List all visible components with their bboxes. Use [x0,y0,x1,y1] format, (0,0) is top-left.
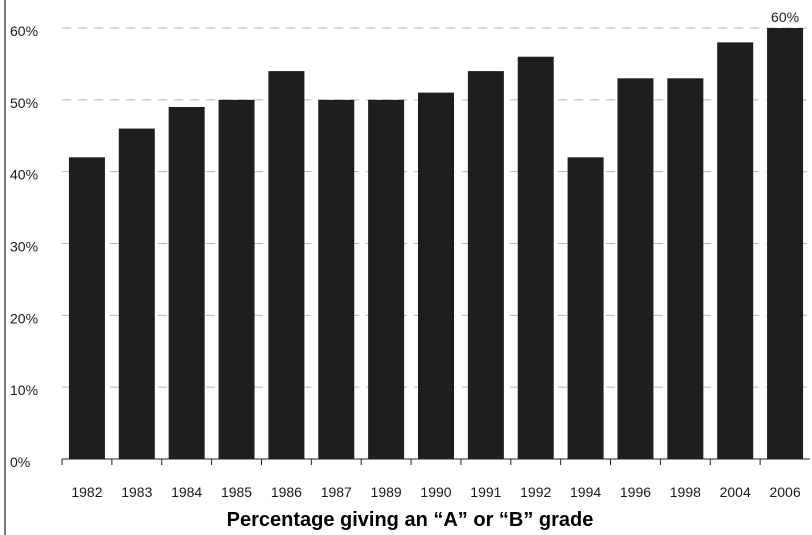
y-tick-label: 60% [10,23,38,39]
bar-1998 [667,78,704,460]
x-tick-label-1985: 1985 [221,484,252,500]
bar-1987 [318,99,355,459]
x-tick-label-1994: 1994 [570,484,601,500]
y-tick-label: 30% [10,239,38,255]
y-tick-label: 0% [10,454,30,470]
x-tick-label-1996: 1996 [620,484,651,500]
y-tick-label: 50% [10,95,38,111]
x-tick-label-1986: 1986 [271,484,302,500]
x-tick-label-1982: 1982 [71,484,102,500]
y-tick-label: 40% [10,167,38,183]
y-axis-tick-labels: 0% 10% 20% 30% 40% 50% 60% [10,23,38,470]
x-tick-label-1983: 1983 [121,484,152,500]
bar-1982 [68,157,105,460]
x-tick-label-2004: 2004 [720,484,751,500]
data-label-2006: 60% [771,9,799,25]
x-tick-label-2006: 2006 [769,484,800,500]
x-tick-label-1990: 1990 [420,484,451,500]
y-tick-label: 20% [10,310,38,326]
x-tick-label-1991: 1991 [470,484,501,500]
bar-1984 [168,107,205,460]
bar-1986 [268,71,305,459]
x-tick-label-1989: 1989 [371,484,402,500]
bar-2006 [767,28,804,459]
data-labels: 60% [771,9,799,25]
x-tick-label-1987: 1987 [321,484,352,500]
bar-1983 [118,128,155,460]
bar-1991 [467,71,504,459]
bar-1994 [567,157,604,460]
x-tick-label-1992: 1992 [520,484,551,500]
bar-1989 [368,99,405,459]
chart-title: Percentage giving an “A” or “B” grade [227,509,594,531]
x-tick-label-1984: 1984 [171,484,202,500]
bar-1985 [218,99,255,459]
bars [68,28,804,460]
bar-1992 [517,56,554,459]
x-axis-tick-labels: 1982 1983 1984 1985 1986 1987 1989 1990 1991 1992… [61,459,801,500]
bar-1990 [418,92,454,460]
x-tick-label-1998: 1998 [670,484,701,500]
bar-2004 [717,42,754,459]
bar-1996 [617,78,654,460]
y-tick-label: 10% [10,382,38,398]
